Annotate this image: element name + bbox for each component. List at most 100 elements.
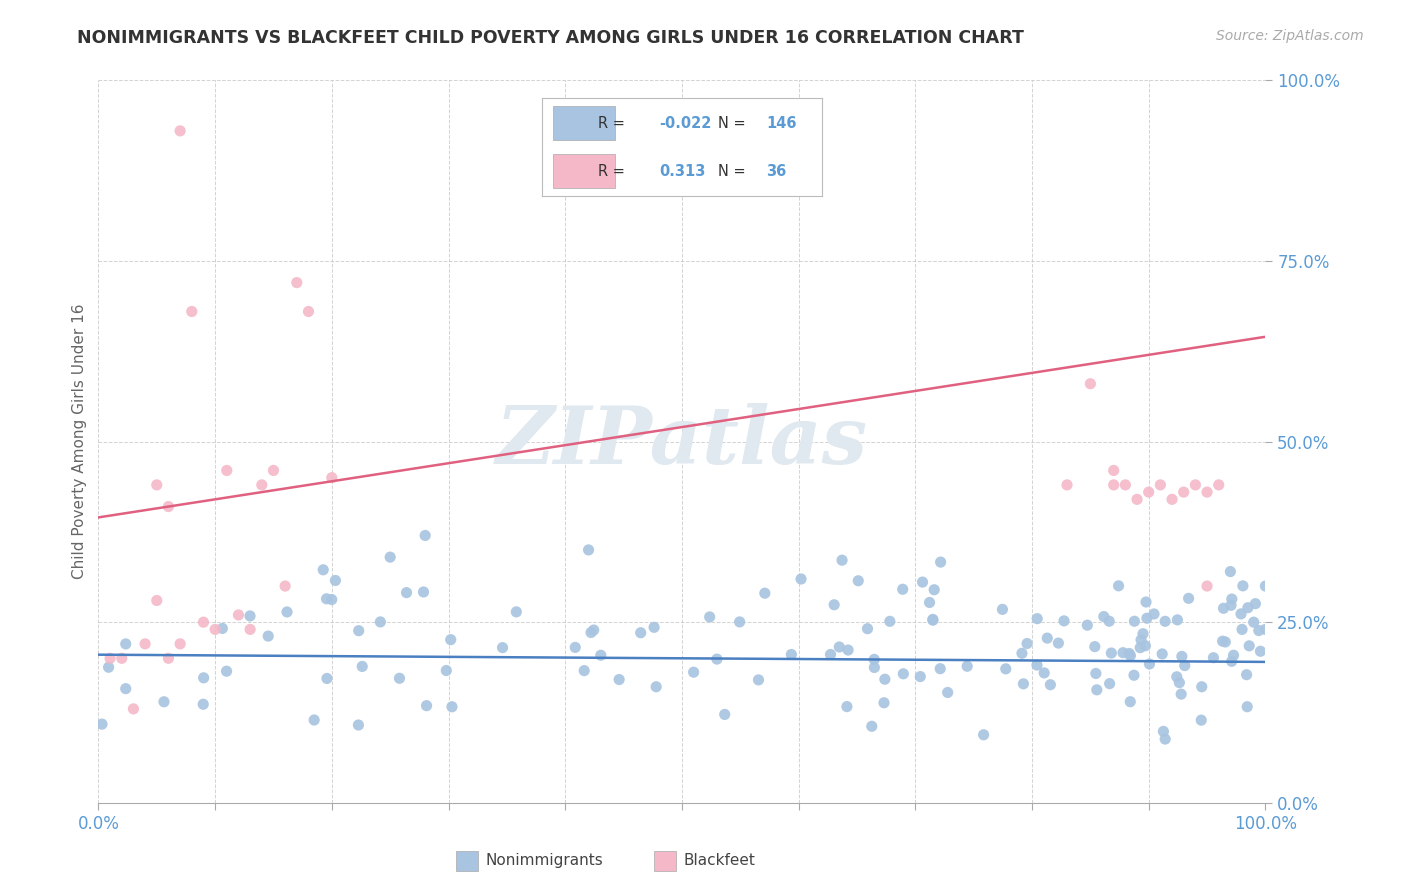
Point bbox=[699, 610, 721, 624]
Point bbox=[1033, 665, 1056, 680]
Point bbox=[820, 648, 842, 662]
Point bbox=[1012, 677, 1035, 691]
Point bbox=[1166, 613, 1188, 627]
Point bbox=[922, 582, 945, 597]
Point bbox=[1166, 670, 1188, 684]
Point bbox=[929, 662, 952, 676]
Point bbox=[413, 528, 436, 542]
Bar bbox=[654, 851, 676, 871]
Point bbox=[1118, 647, 1140, 661]
Point bbox=[1219, 565, 1241, 579]
Point bbox=[564, 640, 586, 655]
Point bbox=[1084, 640, 1107, 654]
Point bbox=[1202, 650, 1225, 665]
Point bbox=[713, 707, 735, 722]
Point bbox=[146, 478, 169, 492]
Point bbox=[1212, 634, 1234, 648]
Point bbox=[169, 124, 191, 138]
Point bbox=[1130, 632, 1153, 647]
Point bbox=[352, 659, 374, 673]
Text: R =: R = bbox=[598, 163, 630, 178]
Point bbox=[1237, 600, 1260, 615]
Point bbox=[1254, 623, 1277, 637]
Point bbox=[1135, 639, 1157, 653]
Point bbox=[370, 615, 392, 629]
Point bbox=[1102, 478, 1125, 492]
Point bbox=[1135, 595, 1157, 609]
Point bbox=[790, 572, 813, 586]
Point bbox=[134, 637, 156, 651]
Point bbox=[274, 579, 297, 593]
Point bbox=[1149, 478, 1171, 492]
Point bbox=[1099, 646, 1122, 660]
Point bbox=[285, 276, 308, 290]
Point bbox=[1102, 463, 1125, 477]
Text: N =: N = bbox=[718, 163, 751, 178]
Point bbox=[257, 629, 280, 643]
Point bbox=[1152, 724, 1174, 739]
Point bbox=[146, 593, 169, 607]
Text: ZIPatlas: ZIPatlas bbox=[496, 403, 868, 480]
Point bbox=[1230, 607, 1253, 621]
Point bbox=[929, 555, 952, 569]
Point bbox=[228, 607, 250, 622]
Point bbox=[1119, 695, 1142, 709]
Point bbox=[180, 304, 202, 318]
Point bbox=[589, 648, 612, 663]
Point bbox=[837, 643, 859, 657]
Point bbox=[1026, 658, 1049, 673]
Point bbox=[728, 615, 751, 629]
Text: Source: ZipAtlas.com: Source: ZipAtlas.com bbox=[1216, 29, 1364, 43]
Point bbox=[1139, 657, 1161, 671]
Point bbox=[1092, 609, 1115, 624]
Point bbox=[1171, 649, 1194, 664]
Point bbox=[321, 592, 343, 607]
Point bbox=[388, 671, 411, 685]
Point bbox=[347, 624, 370, 638]
Point bbox=[921, 612, 943, 626]
Point bbox=[873, 696, 896, 710]
Point bbox=[1143, 607, 1166, 621]
Point bbox=[891, 666, 914, 681]
Point bbox=[434, 664, 457, 678]
Point bbox=[1154, 615, 1177, 629]
Point bbox=[1177, 591, 1199, 606]
Point bbox=[1195, 485, 1218, 500]
Point bbox=[835, 699, 858, 714]
Point bbox=[193, 615, 215, 630]
Point bbox=[1123, 614, 1146, 628]
Point bbox=[157, 651, 180, 665]
Point bbox=[754, 586, 776, 600]
Point bbox=[1161, 492, 1184, 507]
Point bbox=[412, 585, 434, 599]
Point bbox=[262, 463, 284, 477]
Point bbox=[891, 582, 914, 597]
Point bbox=[645, 680, 668, 694]
Point bbox=[114, 637, 136, 651]
Point bbox=[1011, 646, 1033, 660]
Point bbox=[1098, 614, 1121, 628]
Text: Nonimmigrants: Nonimmigrants bbox=[486, 854, 603, 868]
Point bbox=[1168, 675, 1191, 690]
Point bbox=[1112, 646, 1135, 660]
Point bbox=[153, 695, 176, 709]
Point bbox=[1220, 654, 1243, 668]
Point bbox=[856, 622, 879, 636]
Point bbox=[193, 698, 215, 712]
Point bbox=[831, 553, 853, 567]
Point bbox=[97, 660, 120, 674]
Point bbox=[1039, 678, 1062, 692]
Point bbox=[1170, 687, 1192, 701]
Point bbox=[1236, 699, 1258, 714]
Point bbox=[1036, 631, 1059, 645]
Text: NONIMMIGRANTS VS BLACKFEET CHILD POVERTY AMONG GIRLS UNDER 16 CORRELATION CHART: NONIMMIGRANTS VS BLACKFEET CHILD POVERTY… bbox=[77, 29, 1024, 46]
Point bbox=[994, 662, 1017, 676]
Point bbox=[1084, 666, 1107, 681]
Point bbox=[911, 575, 934, 590]
Point bbox=[1236, 667, 1258, 681]
Point bbox=[936, 685, 959, 699]
Point bbox=[1053, 614, 1076, 628]
Point bbox=[860, 719, 883, 733]
Point bbox=[863, 660, 886, 674]
Point bbox=[316, 672, 339, 686]
